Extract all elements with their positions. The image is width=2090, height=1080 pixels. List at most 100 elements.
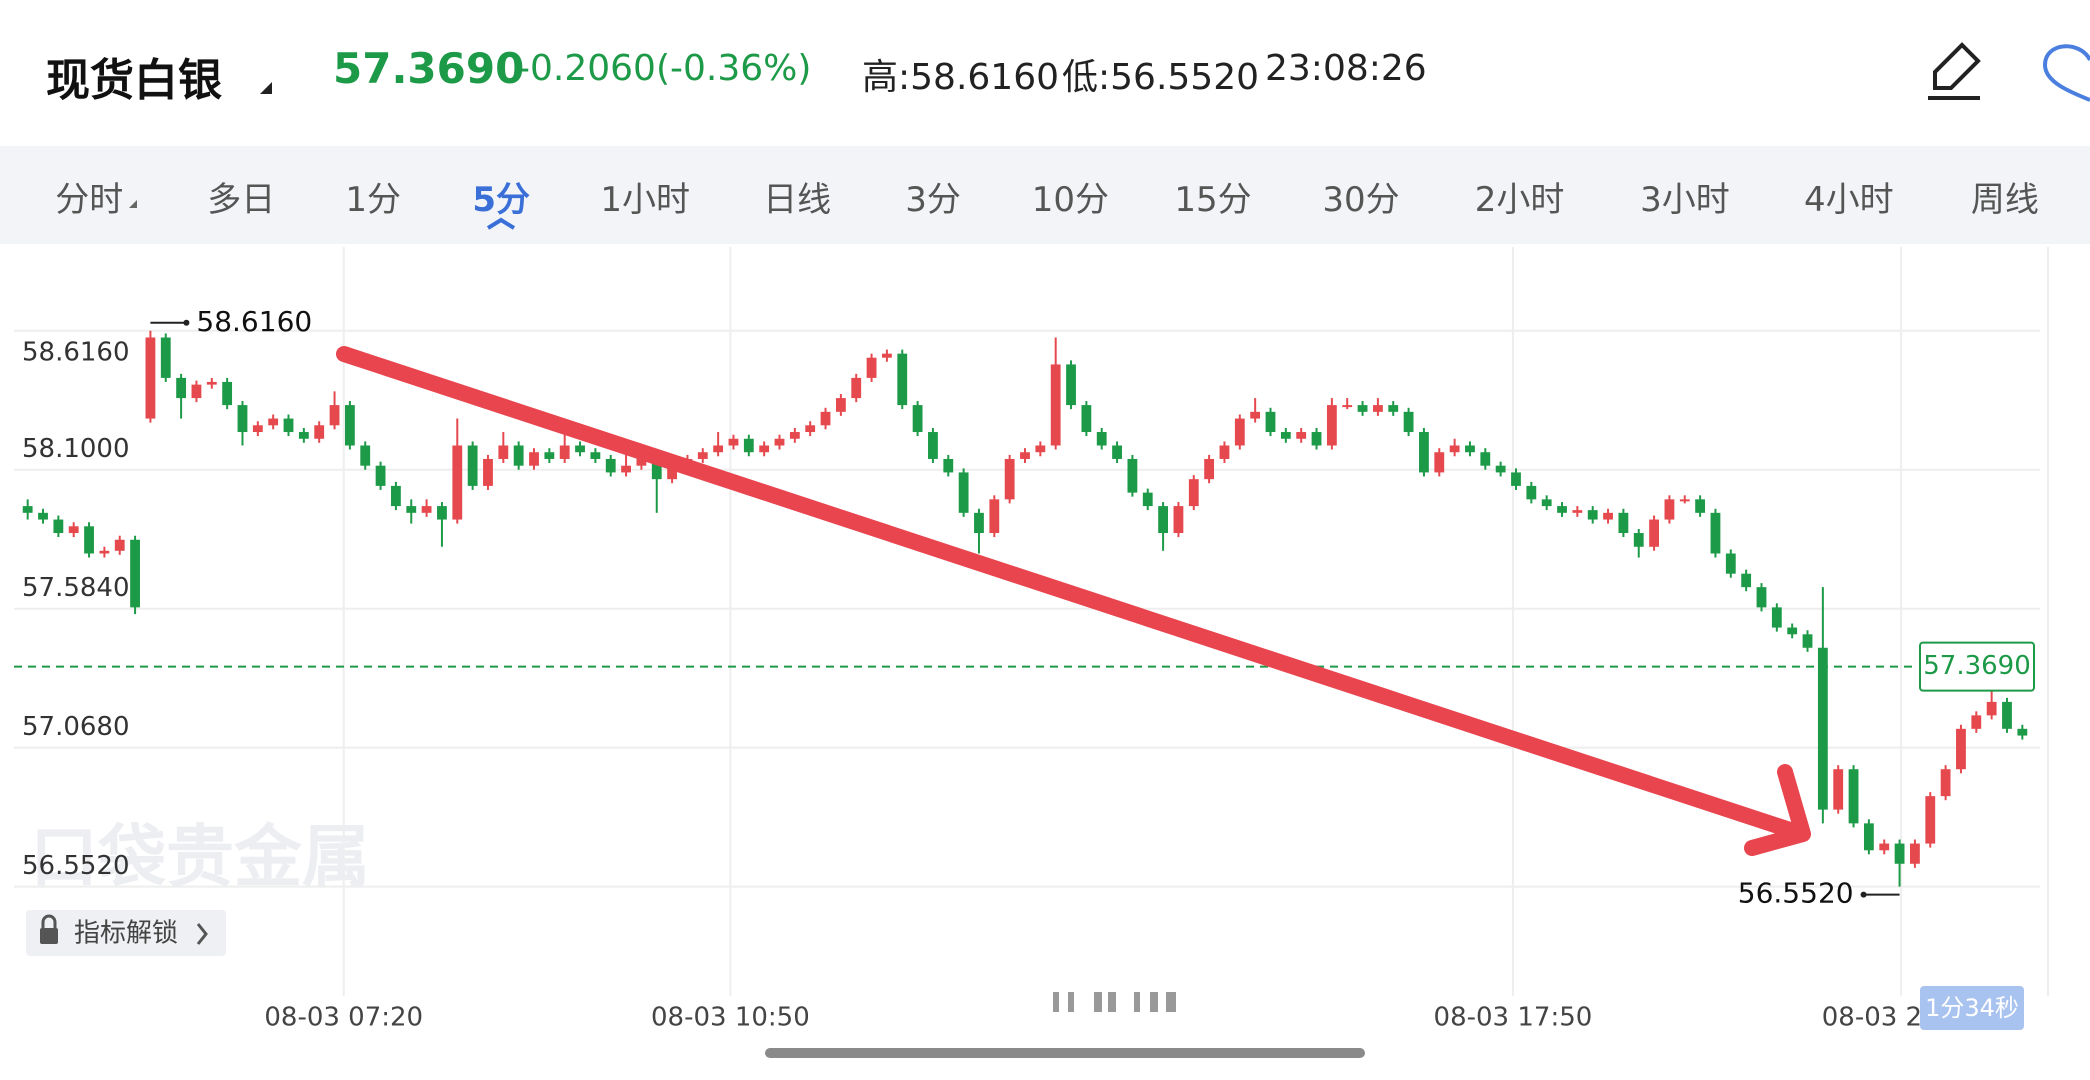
badge: 1分34秒 — [1925, 994, 2019, 1022]
candle-body — [513, 445, 524, 466]
candle-body — [1741, 573, 1752, 588]
candle-body — [160, 337, 171, 378]
candle-body — [268, 418, 279, 426]
dropdown-icon — [129, 200, 137, 208]
tab[interactable]: 分时 — [55, 180, 124, 220]
candle-body — [467, 445, 478, 486]
candle-body — [974, 512, 984, 534]
candle-body — [728, 438, 739, 446]
candle-body — [529, 452, 539, 466]
tab[interactable]: 多日 — [207, 180, 276, 220]
candle-body — [1695, 499, 1706, 513]
candle-body — [958, 472, 969, 513]
candle-body — [881, 353, 892, 358]
candle-body — [1372, 405, 1383, 412]
candle-body — [130, 539, 140, 608]
candle-body — [145, 337, 156, 419]
candle-body — [1618, 512, 1629, 534]
candle-body — [1848, 769, 1859, 824]
candle-body — [1112, 445, 1122, 459]
tab[interactable]: 1分 — [345, 180, 402, 220]
candle-body — [1234, 418, 1245, 446]
high: 高:58.6160 — [862, 57, 1059, 98]
tab-bar: 分时 多日 1分 5分 1小时 日线 3分 10分 15分 30分 2小时 3小时 4小时 周线 — [0, 146, 2090, 244]
edit-icon[interactable] — [1928, 42, 1981, 100]
candle-body — [713, 445, 724, 453]
candle-body — [1940, 769, 1951, 797]
candle-body — [329, 405, 340, 426]
candle-body — [1066, 364, 1076, 406]
tab[interactable]: 1小时 — [600, 180, 690, 220]
favorite-icon[interactable] — [2042, 44, 2090, 102]
low-marker-dot — [1860, 891, 1867, 898]
indicator-button[interactable] — [26, 910, 226, 956]
candle-body — [314, 425, 325, 439]
candle-body — [437, 506, 447, 520]
candle-body — [1894, 843, 1905, 864]
y-tick-label: 58.6160 — [22, 337, 130, 367]
high-marker-dot — [183, 319, 190, 326]
candle-body — [805, 425, 816, 433]
last-price-box — [1919, 641, 2035, 692]
candle-body — [1956, 728, 1966, 770]
candle-body — [1096, 432, 1107, 446]
candle-body — [697, 452, 708, 459]
low-marker-label: 56.5520 — [1738, 877, 1854, 910]
candle-body — [1188, 479, 1199, 507]
dropdown-icon[interactable] — [260, 82, 272, 94]
candle-body — [621, 465, 631, 473]
badge-bg — [1920, 986, 2024, 1030]
candle-body — [667, 465, 678, 480]
candle-body — [483, 458, 493, 486]
candle-body — [943, 458, 954, 473]
tab[interactable]: 4小时 — [1804, 180, 1894, 220]
candle-body — [1004, 458, 1015, 500]
candle-body — [743, 438, 754, 453]
candle-body — [252, 425, 263, 433]
tab[interactable]: 3分 — [905, 180, 961, 220]
candle-body — [1879, 843, 1890, 851]
candle-body — [68, 526, 79, 534]
tab[interactable]: 30分 — [1322, 180, 1400, 220]
candle-body — [1449, 445, 1460, 453]
home-bar — [765, 1048, 1365, 1058]
candle-body — [375, 465, 386, 486]
candle-body — [1480, 452, 1491, 466]
candle-body — [298, 432, 309, 439]
tab[interactable]: 周线 — [1970, 180, 2039, 220]
indicator-button-label[interactable]: 指标解锁 — [74, 919, 178, 949]
tab[interactable]: 5分 — [472, 180, 531, 220]
candle-body — [559, 445, 570, 459]
candle-body — [1127, 458, 1138, 493]
candle-body — [928, 432, 938, 459]
candle-body — [1603, 512, 1613, 520]
title[interactable]: 现货白银 — [46, 55, 222, 106]
candle-body — [206, 381, 217, 385]
x-tick-label: 08-03 17:50 — [1434, 1003, 1593, 1033]
y-tick-label: 57.0680 — [22, 712, 130, 742]
high-marker-label: 58.6160 — [196, 305, 312, 338]
candle-body — [1649, 519, 1659, 547]
candle-body — [2002, 701, 2012, 729]
candle-body — [590, 452, 601, 459]
candle-body — [759, 445, 770, 453]
tab[interactable]: 15分 — [1174, 180, 1252, 220]
tab[interactable]: 2小时 — [1474, 180, 1565, 220]
candle-body — [421, 506, 432, 513]
tab[interactable]: 10分 — [1031, 180, 1110, 220]
candle-body — [866, 357, 877, 378]
candle-body — [789, 432, 800, 439]
candle-body — [1526, 485, 1537, 500]
candle-body — [1020, 452, 1030, 459]
candle-body — [1756, 587, 1767, 608]
tab[interactable]: 日线 — [763, 180, 832, 220]
candle-body — [1817, 647, 1828, 810]
candle-body — [575, 445, 585, 453]
candle-body — [38, 512, 48, 520]
page-indicator — [1053, 992, 1176, 1012]
candle-body — [1511, 472, 1521, 486]
candle-body — [651, 458, 662, 480]
candle-body — [1986, 701, 1997, 716]
tab[interactable]: 3小时 — [1640, 180, 1730, 220]
